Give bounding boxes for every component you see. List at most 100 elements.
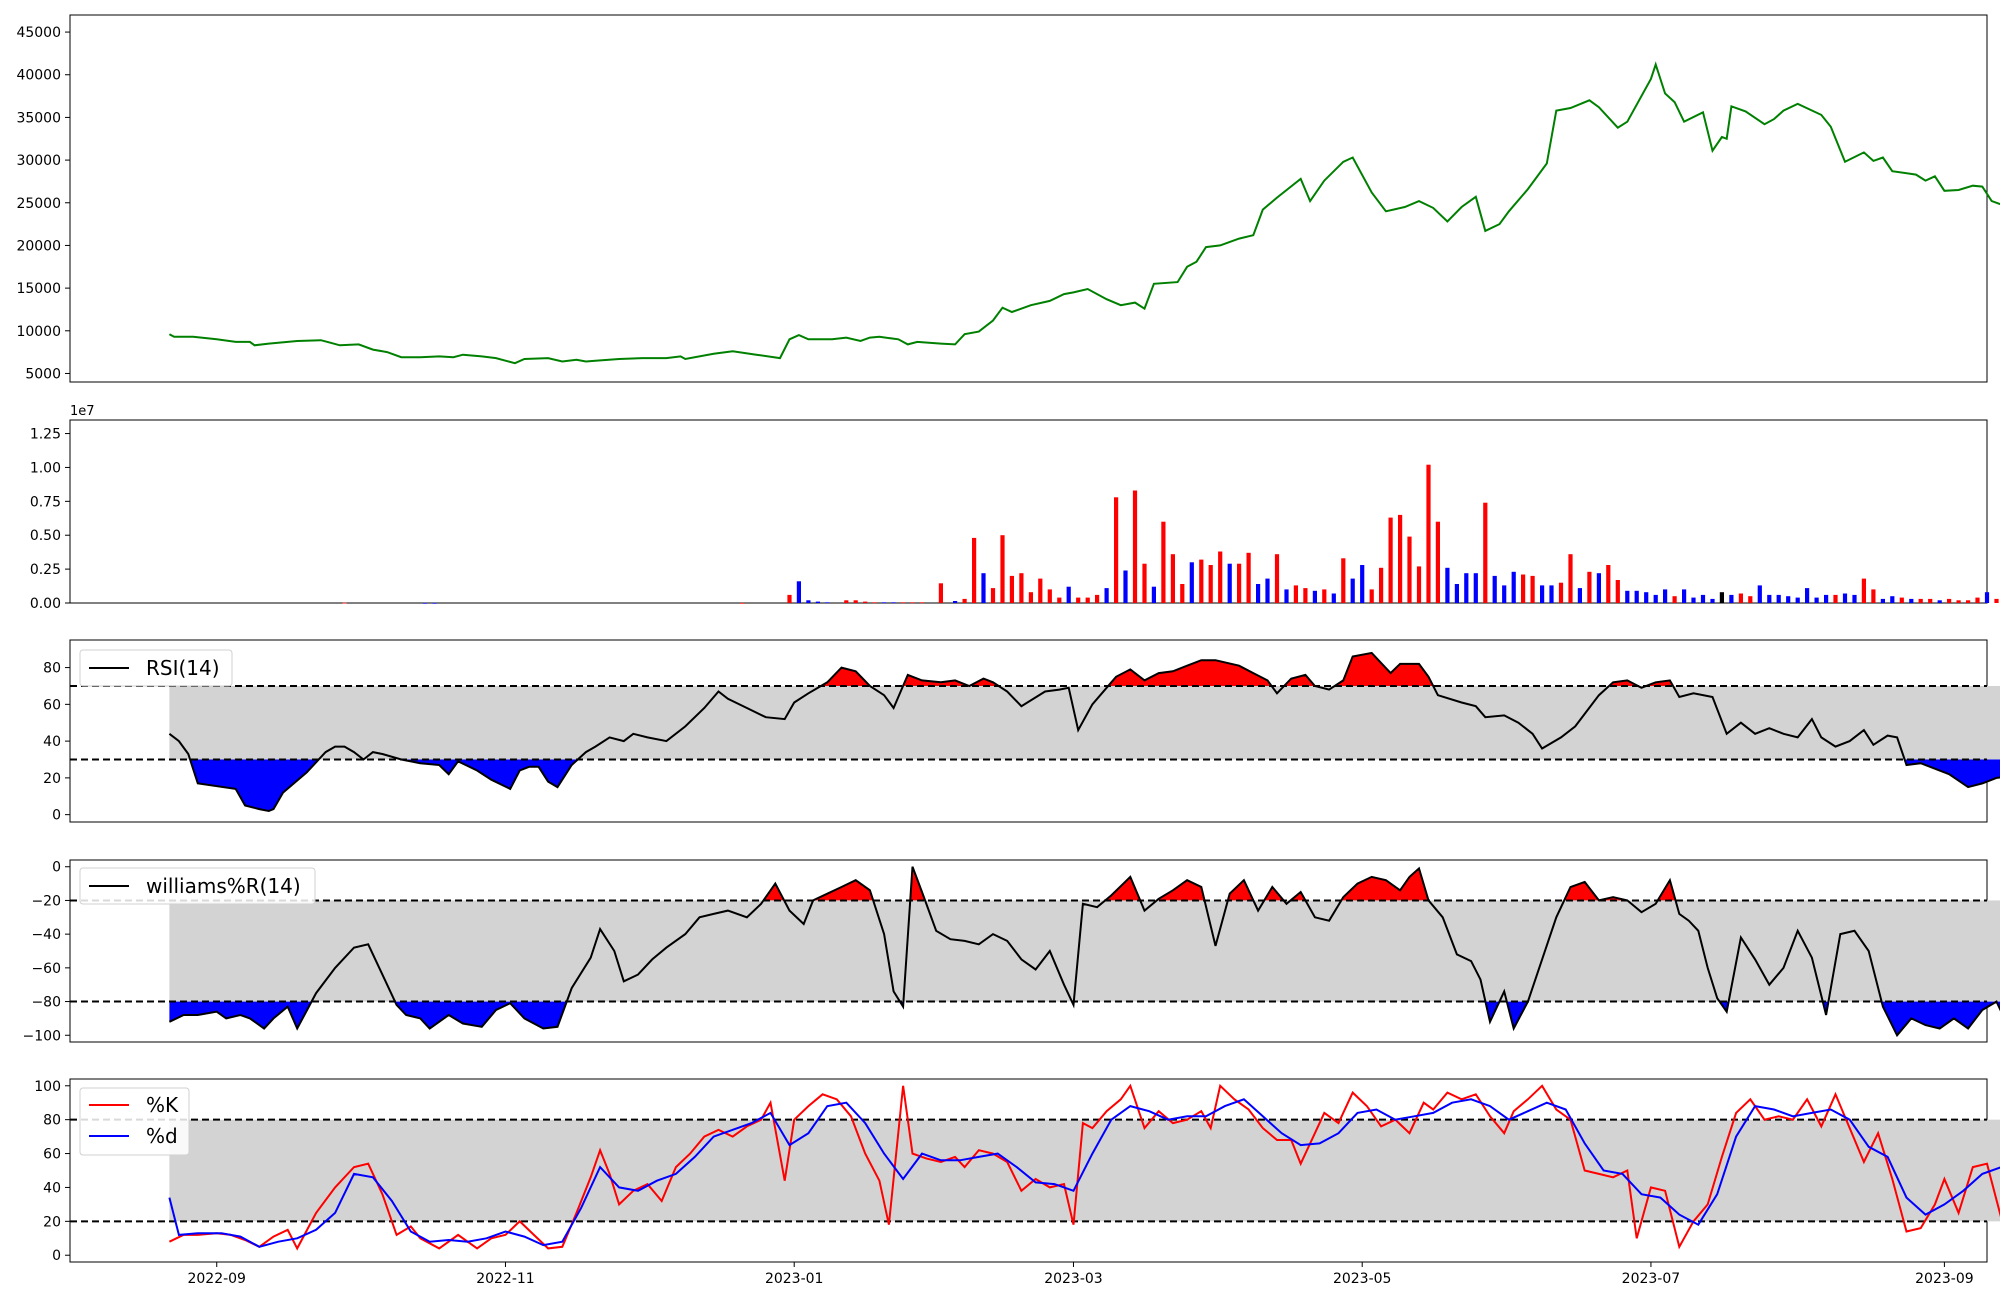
williams-overbought-fill — [1264, 887, 1285, 901]
volume-bar — [1511, 571, 1516, 603]
volume-bar — [1795, 597, 1800, 603]
price-axes: 5000 10000 15000 20000 25000 30000 35000 40000 4… — [16, 14, 2000, 383]
k-legend-label: %K — [146, 1093, 179, 1117]
volume-bar — [1189, 562, 1194, 603]
volume-bar — [1199, 559, 1204, 603]
volume-bar — [1842, 593, 1848, 603]
volume-bar — [1028, 592, 1033, 603]
price-ytick-label: 35000 — [16, 110, 61, 126]
rsi-oversold-fill — [190, 759, 320, 811]
volume-bar — [1786, 596, 1791, 603]
volume-bar — [1151, 586, 1156, 603]
rsi-oversold-fill — [1905, 759, 2000, 787]
volume-bar — [1161, 521, 1166, 603]
volume-bar — [1369, 589, 1374, 603]
volume-bar — [1180, 584, 1185, 603]
price-ytick-label: 40000 — [16, 68, 61, 84]
williams-overbought-fill — [1564, 882, 1629, 901]
volume-bar — [1568, 554, 1573, 603]
rsi-overbought-fill — [1108, 660, 1273, 686]
volume-bar — [853, 600, 858, 603]
volume-bar — [1928, 598, 1933, 603]
volume-bar — [1473, 573, 1478, 603]
williams-ytick-label: 0 — [52, 860, 61, 876]
volume-bar — [1634, 590, 1639, 603]
volume-bar — [919, 602, 925, 604]
williams-ytick-label: −20 — [31, 893, 61, 909]
williams-overbought-fill — [764, 883, 785, 901]
volume-bar — [1483, 502, 1488, 603]
volume-bar — [1066, 586, 1071, 603]
volume-bar — [910, 602, 915, 604]
volume-bar — [1899, 597, 1904, 603]
volume-bar — [1265, 578, 1270, 603]
volume-bar — [1871, 589, 1876, 603]
volume-bar — [1748, 596, 1753, 603]
price-ytick-label: 5000 — [25, 366, 61, 382]
volume-bar — [1350, 578, 1355, 603]
rsi-ytick-label: 20 — [43, 771, 61, 787]
volume-bar — [1918, 598, 1923, 603]
volume-bar — [342, 602, 347, 604]
volume-bar — [1994, 598, 1999, 603]
volume-bar — [1009, 575, 1014, 603]
volume-bar — [1700, 594, 1706, 603]
x-tick-label: 2022-09 — [187, 1271, 246, 1287]
volume-bar — [882, 602, 887, 604]
k-line — [168, 1083, 2000, 1251]
volume-bar — [1549, 585, 1554, 603]
volume-bar — [1577, 588, 1582, 603]
rsi-axes: 0 20 40 60 80 — [43, 639, 2000, 824]
volume-bar — [1435, 521, 1440, 603]
volume-bar — [938, 583, 943, 603]
volume-bar — [1341, 558, 1346, 603]
volume-bar — [1331, 593, 1336, 603]
x-tick-label: 2023-09 — [1915, 1271, 1974, 1287]
volume-bar — [825, 602, 830, 604]
price-ytick-label: 45000 — [16, 25, 61, 41]
volume-bar — [1246, 552, 1251, 603]
rsi-overbought-fill — [1335, 653, 1434, 686]
volume-bar — [844, 600, 849, 603]
volume-bar — [1208, 565, 1213, 603]
volume-bar — [1454, 584, 1459, 603]
volume-offset-label: 1e7 — [70, 404, 95, 419]
volume-bar — [1464, 573, 1469, 603]
rsi-overbought-fill — [1647, 680, 1674, 686]
volume-bar — [1492, 575, 1497, 603]
rsi-ytick-label: 0 — [52, 808, 61, 824]
volume-bar — [962, 598, 967, 603]
volume-ytick-label: 0.25 — [30, 562, 61, 578]
stochastic-axes: 0 20 40 60 80 100 — [34, 1078, 2000, 1264]
williams-ytick-label: −40 — [31, 927, 61, 943]
volume-bar — [1303, 588, 1308, 603]
rsi-legend-label: RSI(14) — [146, 656, 220, 680]
x-axis: 2022-09 2022-11 2023-01 2023-03 2023-05 2023-… — [187, 1262, 1974, 1287]
williams-overbought-fill — [1342, 869, 1430, 901]
price-ytick-label: 20000 — [16, 238, 61, 254]
williams-ytick-label: −60 — [31, 961, 61, 977]
williams-line — [168, 866, 2000, 1038]
volume-bar — [1445, 567, 1450, 603]
volume-bar — [1710, 598, 1715, 603]
volume-bar — [1861, 578, 1866, 603]
williams-ytick-label: −80 — [31, 995, 61, 1011]
volume-bar — [1038, 578, 1043, 603]
price-ytick-label: 25000 — [16, 196, 61, 212]
x-tick-label: 2023-03 — [1044, 1271, 1103, 1287]
volume-bar — [1691, 597, 1696, 603]
volume-bar — [1227, 563, 1232, 603]
volume-bar — [1123, 570, 1128, 603]
volume-bar — [815, 601, 820, 603]
volume-bar — [1379, 567, 1384, 603]
stochastic-ytick-label: 40 — [43, 1180, 61, 1196]
volume-bar — [1672, 596, 1677, 603]
volume-bar — [1880, 598, 1885, 603]
stochastic-ytick-label: 20 — [43, 1214, 61, 1230]
volume-bar — [1284, 589, 1289, 603]
volume-bar — [981, 573, 986, 603]
volume-bar — [1625, 590, 1630, 603]
volume-bar — [1360, 565, 1365, 603]
volume-bar — [1000, 535, 1005, 603]
volume-bar — [1852, 594, 1857, 603]
